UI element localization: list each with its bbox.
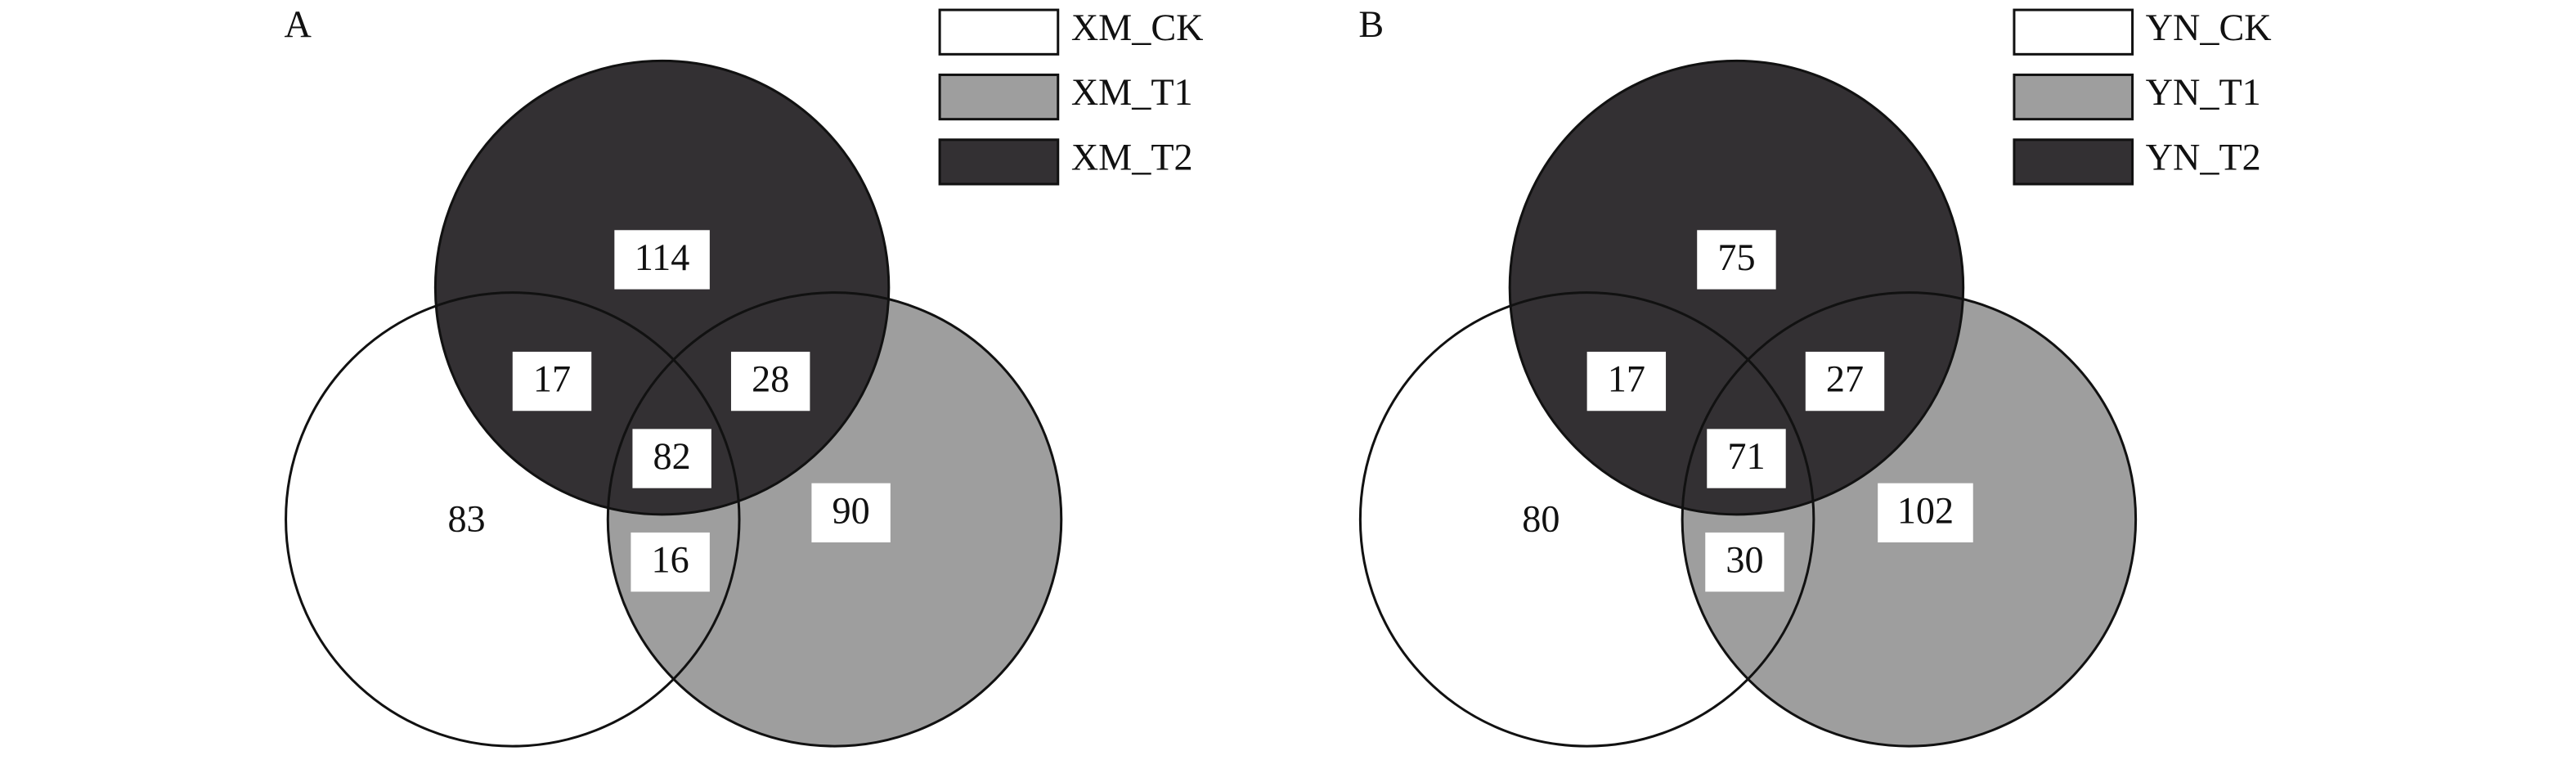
region-count: 30: [1726, 539, 1763, 581]
region-count: 82: [653, 435, 691, 477]
region-count: 114: [635, 236, 690, 278]
label-box: [631, 532, 710, 592]
label-box: [1707, 429, 1786, 488]
label-box: [1705, 532, 1784, 592]
legend-label: XM_CK: [1071, 7, 1204, 48]
legend-swatch: [938, 73, 1060, 121]
set-outline: [433, 59, 891, 516]
legend-label: YN_T1: [2146, 71, 2261, 113]
region-count: 16: [652, 539, 689, 581]
legend-label: YN_T2: [2146, 137, 2261, 178]
label-box: [1805, 351, 1885, 411]
set-outline: [285, 291, 741, 748]
panel-label: B: [1358, 3, 1384, 45]
region-count: 80: [1522, 497, 1560, 539]
label-box: [730, 351, 810, 411]
legend-swatch: [2013, 8, 2134, 56]
legend-label: YN_CK: [2146, 7, 2272, 48]
region-count: 71: [1727, 435, 1765, 477]
label-box: [811, 483, 891, 542]
region-count: 17: [533, 358, 571, 400]
set-outline: [1681, 291, 2138, 748]
label-box: [1586, 351, 1667, 411]
region-count: 28: [752, 358, 789, 400]
region-count: 90: [832, 489, 870, 531]
panel-label: A: [285, 3, 312, 45]
label-box: [1878, 483, 1973, 542]
legend-swatch: [938, 138, 1060, 186]
label-box: [614, 230, 710, 290]
label-box: [632, 429, 711, 488]
set-outline: [1358, 291, 1815, 748]
label-box: [512, 351, 592, 411]
legend-label: XM_T1: [1071, 71, 1193, 113]
region-count: 27: [1826, 358, 1864, 400]
legend-swatch: [938, 8, 1060, 56]
region-count: 17: [1608, 358, 1645, 400]
legend-swatch: [2013, 73, 2134, 121]
region-count: 83: [447, 497, 485, 539]
region-count: 102: [1897, 489, 1954, 531]
legend-swatch: [2013, 138, 2134, 186]
legend-label: XM_T2: [1071, 137, 1193, 178]
region-count: 75: [1717, 236, 1755, 278]
set-outline: [1508, 59, 1965, 516]
set-outline: [606, 291, 1063, 748]
label-box: [1697, 230, 1776, 290]
